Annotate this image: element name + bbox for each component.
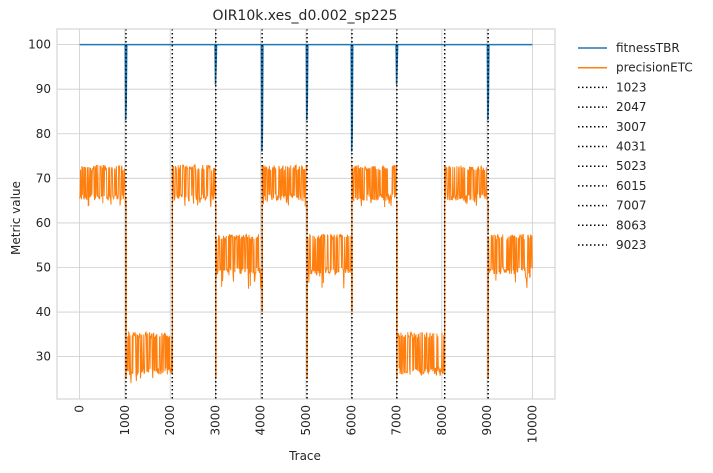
legend-label: 1023 bbox=[616, 80, 647, 94]
legend-label: fitnessTBR bbox=[616, 41, 680, 55]
plot-area bbox=[79, 29, 533, 399]
x-tick-label: 5000 bbox=[299, 405, 313, 436]
y-tick-label: 70 bbox=[36, 171, 51, 185]
chart-title: OIR10k.xes_d0.002_sp225 bbox=[213, 8, 398, 24]
legend-label: 3007 bbox=[616, 120, 647, 134]
plot-frame bbox=[56, 28, 556, 400]
x-tick-label: 7000 bbox=[390, 405, 404, 436]
legend-label: precisionETC bbox=[616, 61, 693, 75]
precision-segment bbox=[351, 164, 398, 208]
x-tick-label: 4000 bbox=[254, 405, 268, 436]
x-axis-label: Trace bbox=[288, 449, 321, 463]
y-tick-label: 90 bbox=[36, 82, 51, 96]
legend-label: 5023 bbox=[616, 159, 647, 173]
y-tick-label: 100 bbox=[28, 38, 51, 52]
x-tick-label: 6000 bbox=[344, 405, 358, 436]
precision-segment bbox=[487, 233, 533, 288]
precision-segment bbox=[306, 233, 353, 289]
y-tick-label: 50 bbox=[36, 260, 51, 274]
x-tick-label: 3000 bbox=[208, 405, 222, 436]
x-tick-label: 2000 bbox=[163, 405, 177, 436]
x-tick-label: 9000 bbox=[480, 405, 494, 436]
y-tick-label: 30 bbox=[36, 350, 51, 364]
legend-label: 2047 bbox=[616, 100, 647, 114]
precision-segment bbox=[125, 330, 173, 384]
y-tick-label: 60 bbox=[36, 216, 51, 230]
legend-label: 6015 bbox=[616, 179, 647, 193]
legend: fitnessTBR precisionETC 1023 2047 3007 4031 50… bbox=[578, 41, 693, 252]
y-tick-label: 80 bbox=[36, 127, 51, 141]
fitness-dip bbox=[395, 44, 399, 85]
precision-segment bbox=[444, 165, 489, 206]
x-tick-label: 8000 bbox=[435, 405, 449, 436]
x-tick-label: 1000 bbox=[118, 405, 132, 436]
legend-label: 4031 bbox=[616, 140, 647, 154]
fitness-dip bbox=[214, 44, 218, 85]
precision-segment bbox=[396, 331, 446, 376]
y-axis-label: Metric value bbox=[9, 181, 23, 255]
legend-label: 8063 bbox=[616, 218, 647, 232]
legend-label: 9023 bbox=[616, 238, 647, 252]
precision-segment bbox=[215, 233, 263, 290]
y-tick-label: 40 bbox=[36, 305, 51, 319]
precision-segment bbox=[171, 163, 217, 208]
precision-segment bbox=[79, 164, 127, 207]
x-tick-label: 0 bbox=[73, 405, 87, 413]
legend-label: 7007 bbox=[616, 199, 647, 213]
precision-segment bbox=[261, 163, 308, 207]
x-tick-label: 10000 bbox=[525, 405, 539, 443]
